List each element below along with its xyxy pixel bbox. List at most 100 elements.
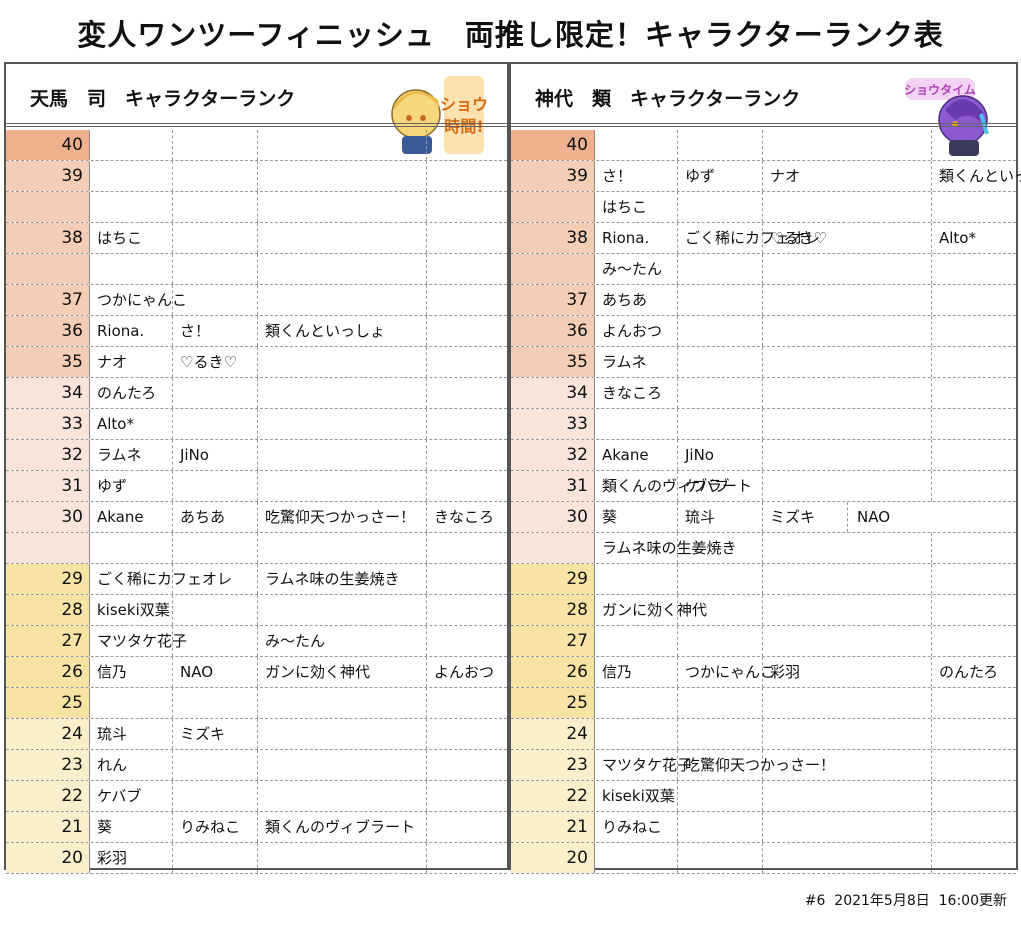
table-row: 35 ラムネ <box>511 347 1016 378</box>
table-row: 25 <box>511 688 1016 719</box>
rank-number: 36 <box>6 316 90 346</box>
rank-number: 21 <box>511 812 595 842</box>
fan-name-cell: ラムネ <box>90 440 173 470</box>
fan-name-cell <box>258 595 427 625</box>
rank-number: 27 <box>511 626 595 656</box>
fan-name-cell <box>595 409 678 439</box>
fan-name-cell: マツタケ花子 <box>595 750 692 780</box>
fan-name-cell: つかにゃんこ <box>90 285 187 315</box>
fan-name-cell <box>678 254 763 284</box>
rank-number: 39 <box>6 161 90 191</box>
fan-name-cell <box>932 750 1014 780</box>
rank-number: 33 <box>6 409 90 439</box>
fan-name-cell <box>763 626 932 656</box>
header-divider <box>511 123 1016 127</box>
table-row: 22 kiseki双葉 <box>511 781 1016 812</box>
fan-name-cell <box>427 223 509 253</box>
rank-number: 27 <box>6 626 90 656</box>
fan-name-cell <box>678 192 763 222</box>
fan-name-cell <box>678 781 763 811</box>
panel-title: 神代 類 キャラクターランク <box>535 88 801 110</box>
fan-name-cell <box>932 533 1014 563</box>
rank-number: 38 <box>511 223 595 253</box>
fan-name-cell: 類くんといっしょ <box>258 316 427 346</box>
fan-name-cell: 信乃 <box>90 657 173 687</box>
fan-name-cell <box>427 812 509 842</box>
tsukasa-rank-panel: 天馬 司 キャラクターランク ショウ 時間! 40 39 38 はちこ 37 つかにゃんこ… <box>4 62 509 874</box>
fan-name-cell: れん <box>932 502 1021 532</box>
fan-name-cell: ラムネ味の生姜焼き <box>258 564 427 594</box>
fan-name-cell <box>763 843 932 873</box>
fan-name-cell <box>932 285 1014 315</box>
fan-name-cell <box>258 347 427 377</box>
fan-name-cell <box>427 440 509 470</box>
fan-name-cell <box>258 254 427 284</box>
fan-name-cell: 琉斗 <box>90 719 173 749</box>
fan-name-cell: 葵 <box>595 502 678 532</box>
fan-name-cell: 琉斗 <box>678 502 763 532</box>
fan-name-cell <box>427 161 509 191</box>
fan-name-cell <box>763 347 932 377</box>
fan-name-cell <box>90 254 173 284</box>
fan-name-cell <box>763 285 932 315</box>
rank-number <box>511 533 595 563</box>
update-timestamp: #6 2021年5月8日 16:00更新 <box>804 893 1007 909</box>
fan-name-cell: マツタケ花子 <box>90 626 187 656</box>
fan-name-cell: ナオ <box>90 347 173 377</box>
rank-number: 28 <box>511 595 595 625</box>
table-row: 29 ごく稀にカフェオレ ラムネ味の生姜焼き <box>6 564 507 595</box>
fan-name-cell <box>427 750 509 780</box>
fan-name-cell: よんおつ <box>595 316 678 346</box>
fan-name-cell <box>173 688 258 718</box>
fan-name-cell <box>427 688 509 718</box>
fan-name-cell: れん <box>90 750 173 780</box>
rank-number: 22 <box>511 781 595 811</box>
fan-name-cell <box>763 192 932 222</box>
fan-name-cell <box>258 161 427 191</box>
fan-name-cell <box>427 843 509 873</box>
rank-number: 32 <box>511 440 595 470</box>
fan-name-cell <box>173 781 258 811</box>
fan-name-cell <box>678 347 763 377</box>
fan-name-cell <box>258 223 427 253</box>
fan-name-cell: ガンに効く神代 <box>595 595 707 625</box>
rank-number: 39 <box>511 161 595 191</box>
fan-name-cell <box>173 843 258 873</box>
rank-number: 26 <box>6 657 90 687</box>
fan-name-cell <box>90 688 173 718</box>
fan-name-cell: 葵 <box>90 812 173 842</box>
fan-name-cell <box>90 533 173 563</box>
table-row <box>6 254 507 285</box>
rank-number: 37 <box>511 285 595 315</box>
rank-number <box>511 254 595 284</box>
fan-name-cell <box>427 595 509 625</box>
fan-name-cell <box>763 812 932 842</box>
fan-name-cell <box>258 471 427 501</box>
fan-name-cell <box>427 409 509 439</box>
fan-name-cell: 吃驚仰天つかっさー！ <box>258 502 427 532</box>
fan-name-cell <box>427 471 509 501</box>
fan-name-cell <box>763 533 932 563</box>
table-row: 39 <box>6 161 507 192</box>
fan-name-cell <box>427 533 509 563</box>
fan-name-cell <box>763 750 932 780</box>
fan-name-cell <box>678 130 763 160</box>
fan-name-cell <box>932 781 1014 811</box>
table-row: 30 Akane あちあ 吃驚仰天つかっさー！ きなころ <box>6 502 507 533</box>
fan-name-cell: 類くんのヴィブラート <box>595 471 752 501</box>
table-row: 38 はちこ <box>6 223 507 254</box>
fan-name-cell: さ！ <box>173 316 258 346</box>
rank-number: 35 <box>6 347 90 377</box>
rank-number: 34 <box>6 378 90 408</box>
table-row: 38 Riona. ごく稀にカフェオレ ♡るき♡ Alto* <box>511 223 1016 254</box>
table-row: 37 つかにゃんこ <box>6 285 507 316</box>
fan-name-cell: JiNo <box>173 440 258 470</box>
table-row: 28 ガンに効く神代 <box>511 595 1016 626</box>
fan-name-cell <box>932 409 1014 439</box>
table-row: 24 <box>511 719 1016 750</box>
fan-name-cell <box>763 719 932 749</box>
rank-table: 4039さ！ゆずナオ類くんといっしょはちこ38Riona.ごく稀にカフェオレ♡る… <box>511 130 1021 874</box>
fan-name-cell: NAO <box>857 508 891 526</box>
fan-name-cell: ゆず <box>90 471 173 501</box>
fan-name-cell <box>173 161 258 191</box>
